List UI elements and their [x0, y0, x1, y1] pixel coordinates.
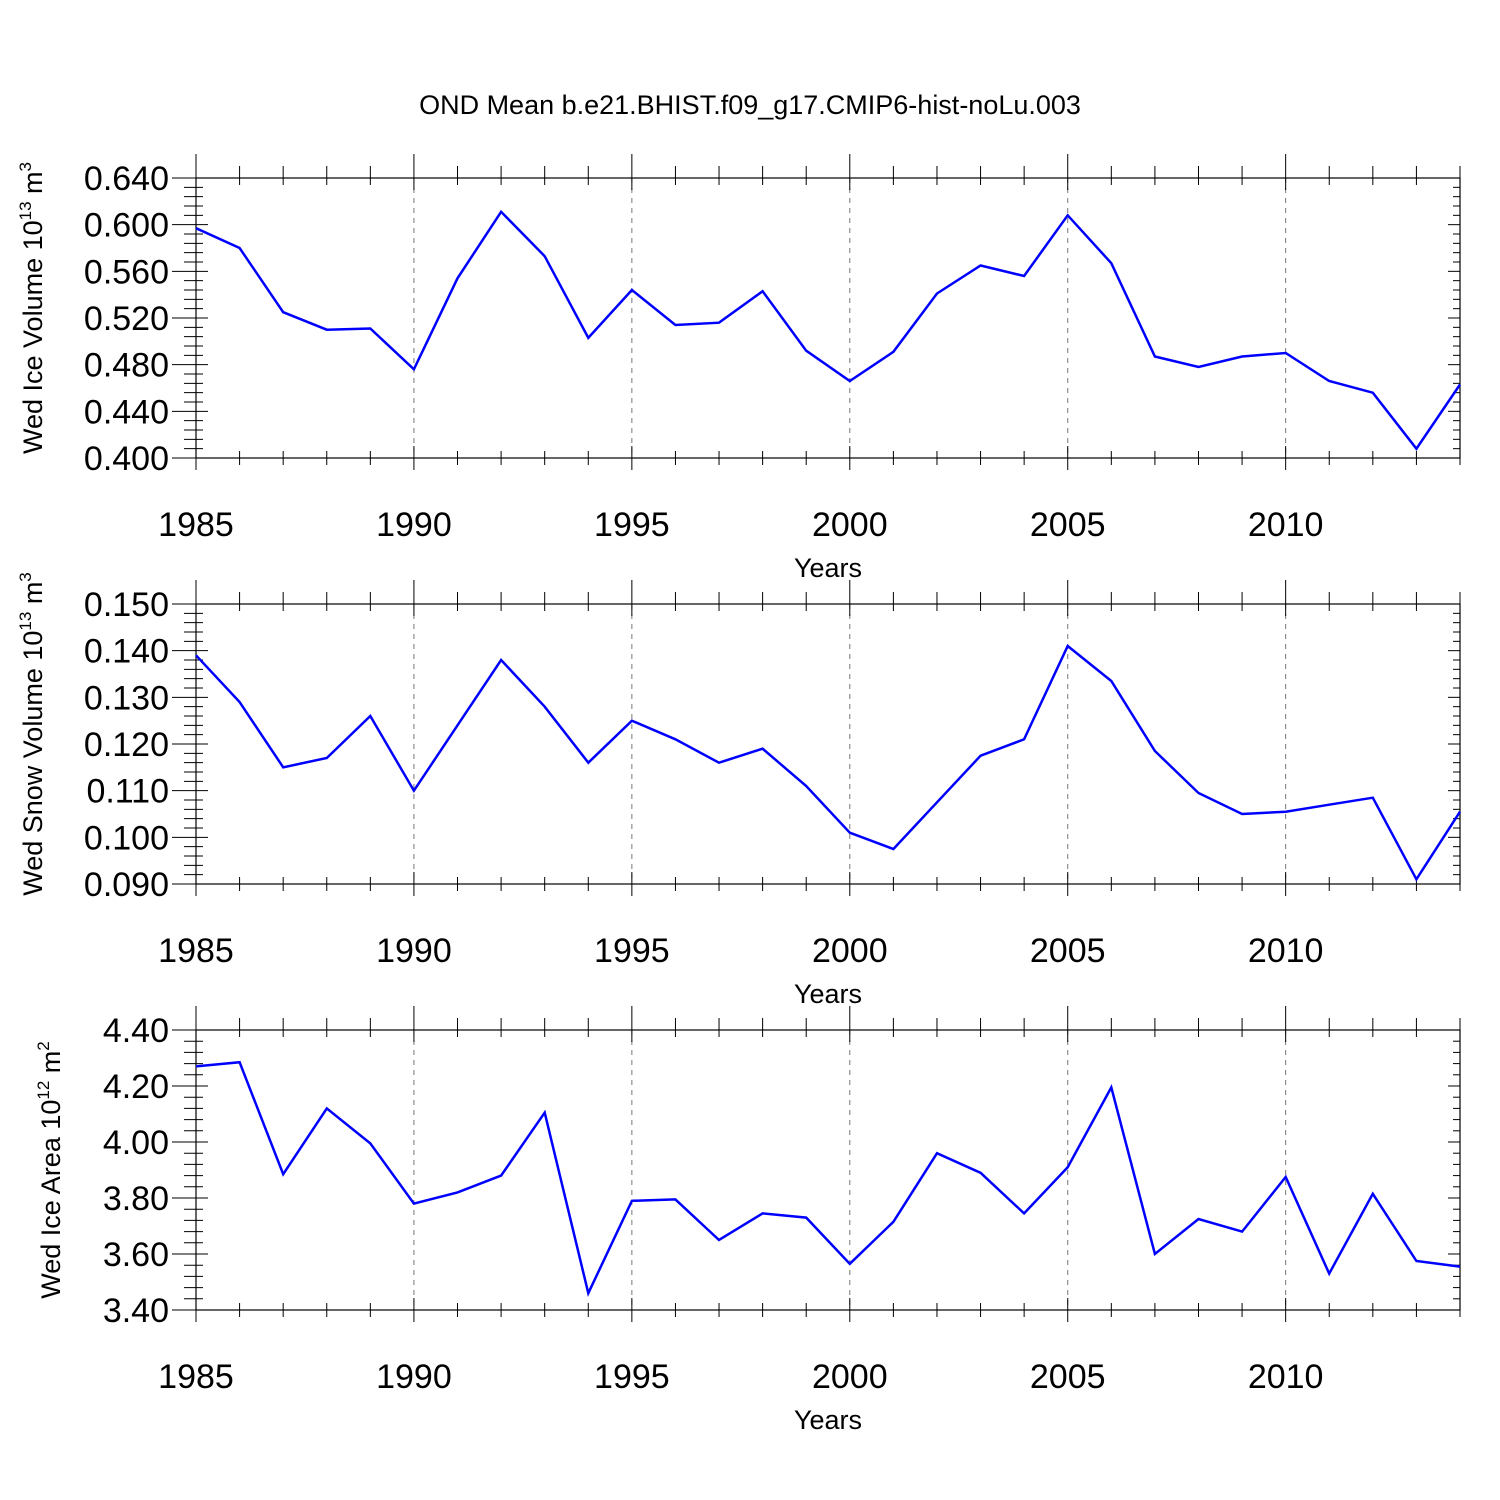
y-tick-label: 0.600: [84, 207, 169, 245]
x-tick-label: 2000: [812, 1358, 888, 1396]
y-tick-label: 0.480: [84, 347, 169, 385]
plot-frame: [195, 177, 1461, 459]
panels: 0.400 0.440 0.480 0.520 0.560 0.600 0.640 1985 1…: [16, 154, 1462, 1435]
x-tick-label: 2005: [1030, 1358, 1106, 1396]
y-tick-label: 3.40: [103, 1292, 169, 1330]
y-tick-label: 4.20: [103, 1068, 169, 1106]
y-tick-label: 4.00: [103, 1124, 169, 1162]
y-axis-label: Wed Ice Volume 1013 m3: [16, 162, 48, 454]
y-tick-label: 0.400: [84, 440, 169, 478]
x-tick-label: 1995: [594, 1358, 670, 1396]
x-axis-label: Years: [794, 979, 862, 1009]
x-tick-label: 1990: [376, 932, 452, 970]
y-axis-label: Wed Ice Area 1012 m2: [34, 1041, 66, 1299]
x-tick-label: 2000: [812, 506, 888, 544]
x-tick-label: 1985: [158, 506, 234, 544]
figure-title: OND Mean b.e21.BHIST.f09_g17.CMIP6-hist-…: [419, 90, 1081, 120]
y-tick-label: 3.80: [103, 1180, 169, 1218]
y-tick-label: 0.110: [86, 773, 169, 811]
y-tick-label: 0.130: [84, 679, 169, 717]
x-tick-label: 2000: [812, 932, 888, 970]
series-line: [195, 644, 1462, 882]
x-axis-label: Years: [794, 1405, 862, 1435]
x-tick-label: 2010: [1248, 1358, 1324, 1396]
series-line: [195, 209, 1462, 451]
x-tick-label: 1990: [376, 1358, 452, 1396]
y-tick-label: 3.60: [103, 1236, 169, 1274]
y-tick-label: 0.100: [84, 819, 169, 857]
x-tick-label: 1990: [376, 506, 452, 544]
y-tick-label: 0.560: [84, 253, 169, 291]
panel-3: 3.40 3.60 3.80 4.00 4.20 4.40 1985 1990 1995 2000…: [34, 1006, 1461, 1435]
plot-frame: [195, 603, 1461, 885]
x-tick-label: 2005: [1030, 932, 1106, 970]
y-tick-label: 0.150: [84, 586, 169, 624]
panel-2: 0.090 0.100 0.110 0.120 0.130 0.140 0.150 1985 1…: [16, 572, 1462, 1009]
x-tick-label: 1985: [158, 1358, 234, 1396]
y-tick-label: 0.090: [84, 866, 169, 904]
y-tick-label: 0.140: [84, 633, 169, 671]
plot-frame: [195, 1029, 1461, 1311]
y-tick-label: 0.120: [84, 726, 169, 764]
y-tick-label: 4.40: [103, 1012, 169, 1050]
y-tick-label: 0.440: [84, 393, 169, 431]
x-tick-label: 2010: [1248, 932, 1324, 970]
x-tick-label: 2005: [1030, 506, 1106, 544]
series-line: [195, 1060, 1461, 1297]
x-tick-label: 1995: [594, 506, 670, 544]
panel-1: 0.400 0.440 0.480 0.520 0.560 0.600 0.640 1985 1…: [16, 154, 1462, 583]
y-tick-label: 0.520: [84, 300, 169, 338]
x-tick-label: 1985: [158, 932, 234, 970]
y-tick-label: 0.640: [84, 160, 169, 198]
x-tick-label: 1995: [594, 932, 670, 970]
y-axis-label: Wed Snow Volume 1013 m3: [16, 572, 48, 896]
x-tick-label: 2010: [1248, 506, 1324, 544]
x-axis-label: Years: [794, 553, 862, 583]
